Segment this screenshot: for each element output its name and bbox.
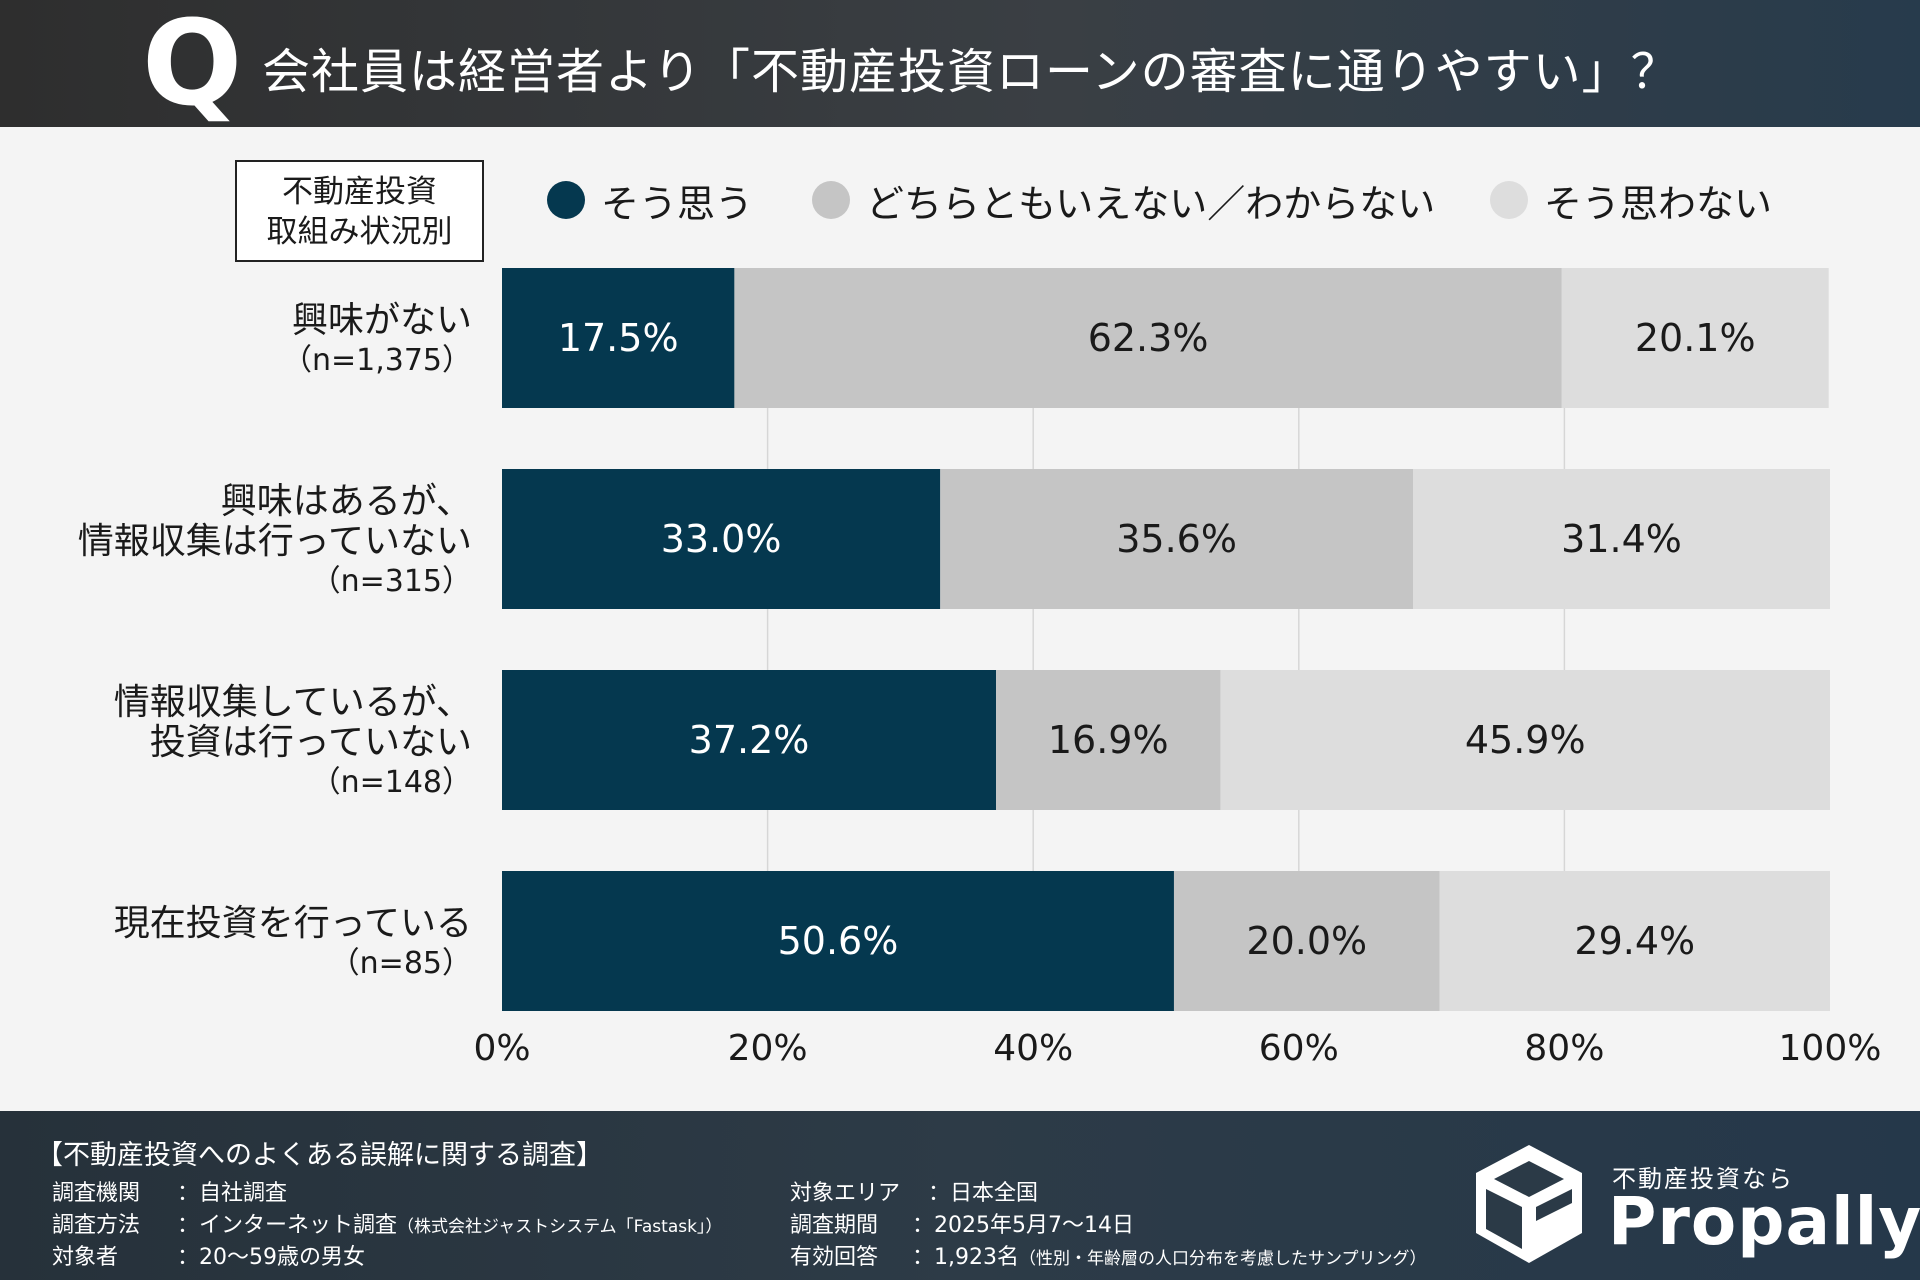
row-n-label-2: （n=148） <box>311 765 472 800</box>
footer-row-area: 対象エリア ：日本全国 <box>790 1181 1039 1206</box>
legend-item-disagree: そう思わない <box>1490 175 1773 226</box>
bar-segment-2-1 <box>996 670 1221 810</box>
bar-segment-2-2 <box>1220 670 1830 810</box>
data-label-1-0: 33.0% <box>661 517 782 561</box>
group-label-box: 不動産投資 取組み状況別 <box>235 160 484 262</box>
data-label-0-1: 62.3% <box>1088 316 1209 360</box>
data-label-0-2: 20.1% <box>1635 316 1756 360</box>
row-label-2-line0: 情報収集しているが、 <box>114 682 472 723</box>
bar-segment-3-0 <box>502 871 1174 1011</box>
brand-tagline: 不動産投資なら <box>1612 1165 1794 1193</box>
row-label-1-line1: 情報収集は行っていない <box>78 521 472 562</box>
legend-item-neutral: どちらともいえない／わからない <box>812 175 1436 226</box>
data-label-2-1: 16.9% <box>1048 718 1169 762</box>
x-tick-label-20: 20% <box>728 1028 808 1069</box>
legend-dot-disagree-icon <box>1490 181 1528 219</box>
row-label-3-line0: 現在投資を行っている <box>114 903 472 944</box>
data-label-1-1: 35.6% <box>1116 517 1237 561</box>
x-tick-label-40: 40% <box>993 1028 1073 1069</box>
legend-label-agree: そう思う <box>601 181 754 226</box>
x-tick-label-60: 60% <box>1259 1028 1339 1069</box>
data-label-2-0: 37.2% <box>689 718 810 762</box>
row-label-1-line0: 興味はあるが、 <box>221 481 472 522</box>
data-label-3-0: 50.6% <box>778 919 899 963</box>
legend-label-disagree: そう思わない <box>1544 181 1773 226</box>
footer-row-responses: 有効回答 ：1,923名（性別・年齢層の人口分布を考慮したサンプリング） <box>790 1245 1427 1270</box>
data-label-3-2: 29.4% <box>1574 919 1695 963</box>
legend-dot-neutral-icon <box>812 181 850 219</box>
footer-row-target: 対象者 ：20～59歳の男女 <box>52 1245 365 1270</box>
brand-name: Propally <box>1608 1183 1920 1260</box>
survey-title: 【不動産投資へのよくある誤解に関する調査】 <box>36 1140 603 1171</box>
bar-segment-2-0 <box>502 670 997 810</box>
x-tick-label-100: 100% <box>1779 1028 1882 1069</box>
data-label-2-2: 45.9% <box>1465 718 1586 762</box>
legend-label-neutral: どちらともいえない／わからない <box>866 181 1436 226</box>
row-n-label-3: （n=85） <box>330 946 472 981</box>
propally-logo-icon <box>1476 1145 1582 1263</box>
data-label-0-0: 17.5% <box>558 316 679 360</box>
bar-segment-1-2 <box>1413 469 1830 609</box>
stacked-bar-chart: 17.5% 62.3% 20.1% 興味がない（n=1,375） 33.0% 35.6% 3… <box>78 268 1882 1069</box>
bar-segment-1-0 <box>502 469 941 609</box>
header-bar: Q 会社員は経営者より「不動産投資ローンの審査に通りやすい」？ <box>0 0 1920 127</box>
question-mark-q: Q <box>142 0 243 132</box>
bar-segment-0-0 <box>502 268 735 408</box>
footer-row-method: 調査方法 ：インターネット調査（株式会社ジャストシステム「Fastask」） <box>52 1213 723 1238</box>
bar-segment-0-1 <box>734 268 1562 408</box>
footer-bar: 【不動産投資へのよくある誤解に関する調査】 調査機関 ：自社調査 調査方法 ：インタ… <box>0 1111 1920 1280</box>
bar-segment-0-2 <box>1561 268 1829 408</box>
group-label-line1: 不動産投資 <box>282 174 437 210</box>
row-n-label-0: （n=1,375） <box>282 343 472 378</box>
x-tick-label-0: 0% <box>473 1028 530 1069</box>
bar-segment-1-1 <box>940 469 1414 609</box>
footer-row-institution: 調査機関 ：自社調査 <box>52 1181 288 1206</box>
data-label-1-2: 31.4% <box>1561 517 1682 561</box>
legend-dot-agree-icon <box>547 181 585 219</box>
group-label-line2: 取組み状況別 <box>266 214 453 250</box>
footer-row-period: 調査期間 ：2025年5月7～14日 <box>790 1213 1134 1238</box>
row-label-2-line1: 投資は行っていない <box>150 722 472 763</box>
bar-segment-3-1 <box>1173 871 1440 1011</box>
row-n-label-1: （n=315） <box>311 564 472 599</box>
x-tick-label-80: 80% <box>1524 1028 1604 1069</box>
row-label-0-line0: 興味がない <box>292 300 472 341</box>
data-label-3-1: 20.0% <box>1246 919 1367 963</box>
bar-segment-3-2 <box>1439 871 1830 1011</box>
question-title: 会社員は経営者より「不動産投資ローンの審査に通りやすい」？ <box>262 44 1680 100</box>
legend-item-agree: そう思う <box>547 175 754 226</box>
